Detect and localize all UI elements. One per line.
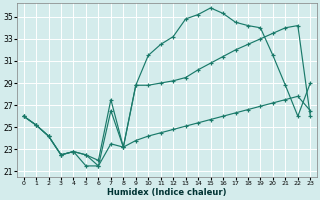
X-axis label: Humidex (Indice chaleur): Humidex (Indice chaleur) <box>107 188 227 197</box>
